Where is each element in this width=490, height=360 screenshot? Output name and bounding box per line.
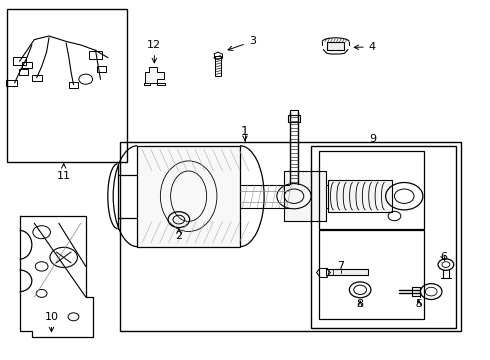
Bar xyxy=(22,62,32,68)
Text: 8: 8 xyxy=(357,299,364,309)
Bar xyxy=(318,230,424,319)
Text: 11: 11 xyxy=(57,164,71,181)
Bar xyxy=(215,56,221,76)
Bar xyxy=(97,66,106,72)
Bar xyxy=(412,287,420,296)
Text: 7: 7 xyxy=(337,261,344,271)
Text: 1: 1 xyxy=(241,125,249,138)
Bar xyxy=(89,51,102,59)
Text: 10: 10 xyxy=(45,312,58,332)
Text: 12: 12 xyxy=(147,40,161,63)
Text: 6: 6 xyxy=(440,252,447,262)
Bar xyxy=(318,151,424,229)
Text: 4: 4 xyxy=(354,42,376,52)
Bar xyxy=(327,42,344,50)
Polygon shape xyxy=(145,67,164,83)
Text: 3: 3 xyxy=(228,36,256,50)
Text: 5: 5 xyxy=(416,299,422,309)
Bar xyxy=(7,9,127,162)
Bar xyxy=(290,110,298,115)
Bar xyxy=(137,146,240,247)
Bar xyxy=(328,180,392,212)
Bar xyxy=(32,75,42,81)
Bar xyxy=(19,69,28,75)
Bar xyxy=(311,146,456,328)
Text: 9: 9 xyxy=(369,134,376,144)
Bar xyxy=(284,171,326,221)
Bar xyxy=(120,142,461,331)
Bar xyxy=(6,80,17,86)
Bar xyxy=(288,115,300,122)
Bar xyxy=(13,57,26,65)
Bar xyxy=(69,82,78,88)
Bar xyxy=(326,269,368,275)
Text: 2: 2 xyxy=(175,228,182,241)
